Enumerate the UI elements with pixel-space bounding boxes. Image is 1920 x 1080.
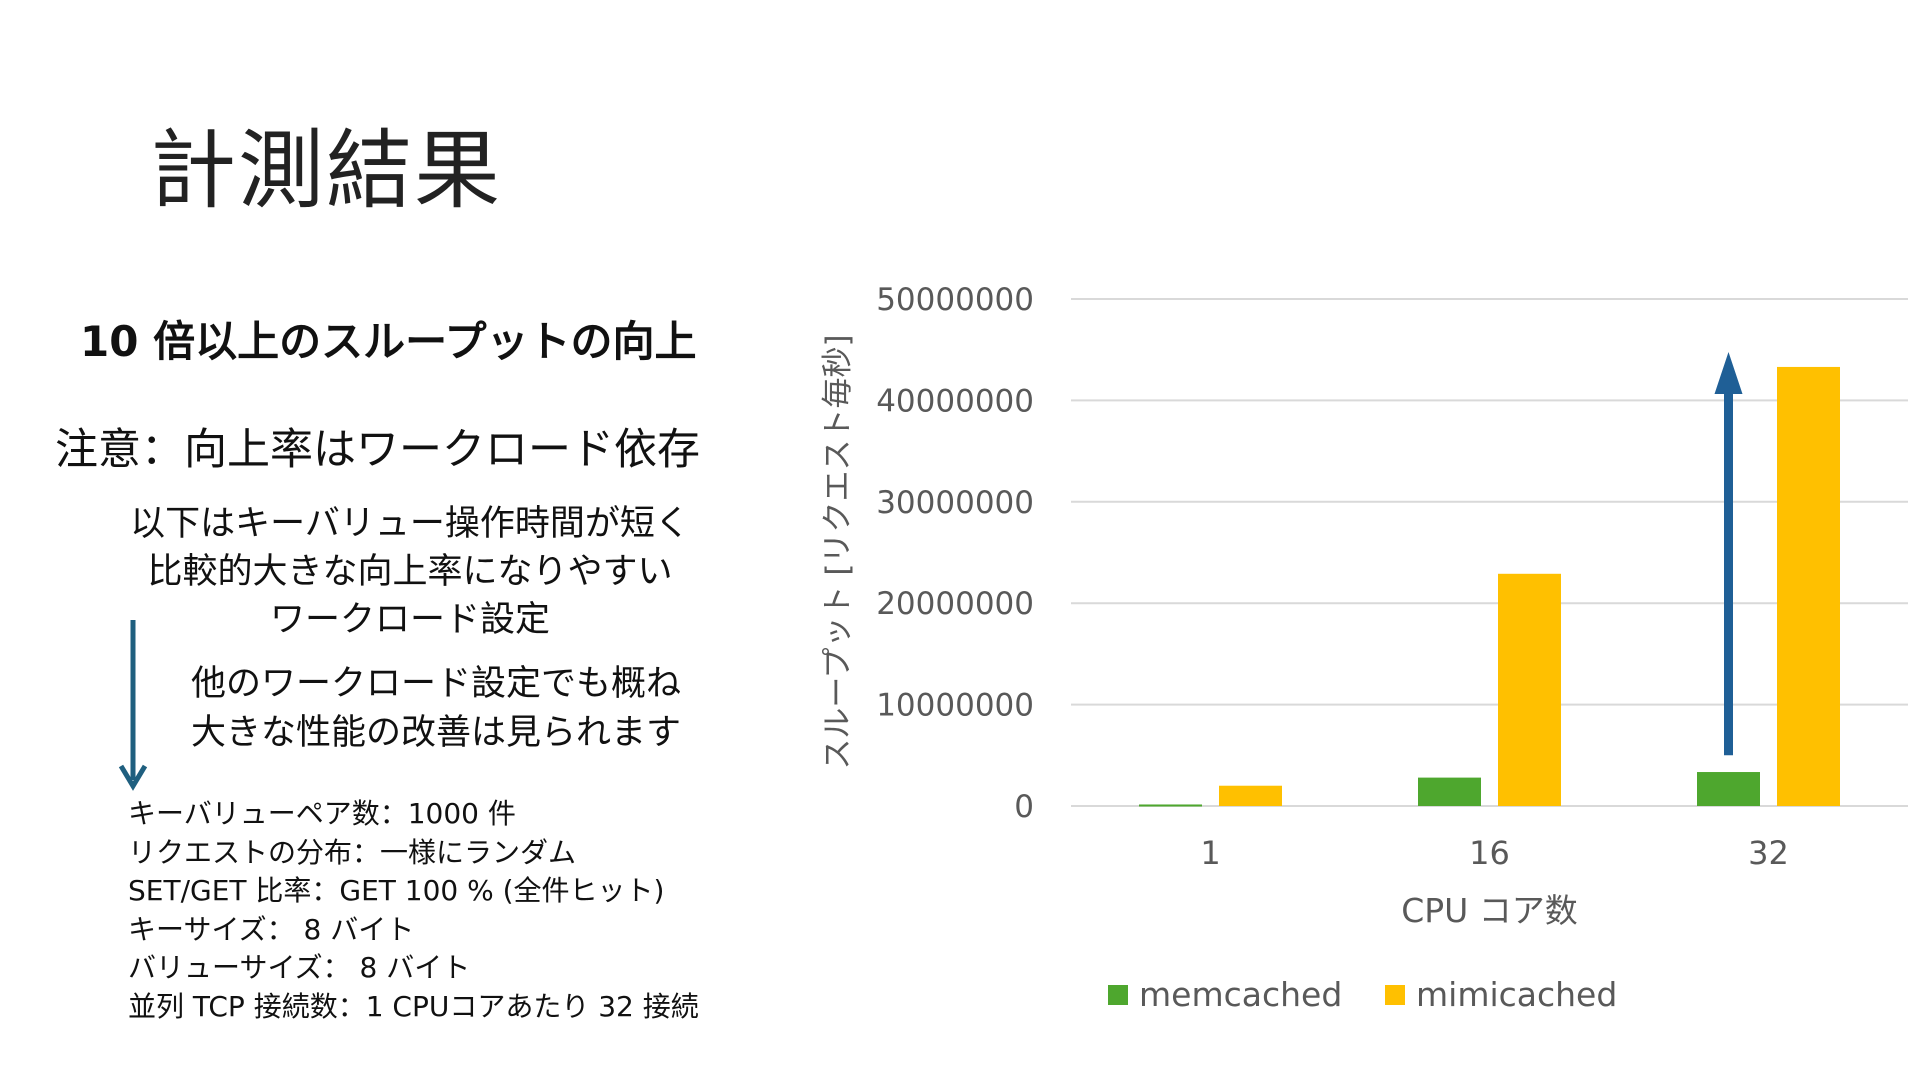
other-line: 他のワークロード設定でも概ね: [191, 664, 682, 704]
workload-description: 以下はキーバリュー操作時間が短く 比較的大きな向上率になりやすい ワークロード設…: [60, 500, 760, 644]
bar-mimicached: [1498, 573, 1561, 806]
setting-item: バリューサイズ： 8 バイト: [128, 951, 471, 984]
caution-note: 注意：向上率はワークロード依存: [55, 425, 700, 475]
legend-label: mimicached: [1416, 975, 1617, 1014]
setting-item: キーバリューペア数：1000 件: [128, 797, 516, 830]
y-tick-label: 50000000: [876, 282, 1034, 318]
setting-item: リクエストの分布：一様にランダム: [128, 835, 577, 869]
legend-label: memcached: [1139, 975, 1342, 1014]
bar-mimicached: [1219, 785, 1282, 806]
bar-memcached: [1418, 777, 1481, 806]
y-axis-title: スループット [リクエスト毎秒]: [820, 334, 856, 769]
other-workloads-note: 他のワークロード設定でも概ね 大きな性能の改善は見られます: [191, 660, 681, 758]
y-tick-label: 30000000: [876, 485, 1034, 521]
setting-item: キーサイズ： 8 バイト: [128, 912, 415, 946]
down-arrow-icon: [118, 620, 148, 791]
other-line: 大きな性能の改善は見られます: [191, 713, 682, 753]
description-line: ワークロード設定: [269, 600, 550, 640]
y-tick-label: 40000000: [876, 383, 1034, 419]
x-tick-label: 16: [1469, 834, 1510, 872]
slide-title: 計測結果: [150, 121, 502, 221]
x-tick-label: 32: [1748, 834, 1789, 872]
bar-mimicached: [1777, 366, 1840, 806]
improvement-arrow-head-icon: [1714, 351, 1743, 394]
description-line: 比較的大きな向上率になりやすい: [147, 552, 673, 592]
description-line: 以下はキーバリュー操作時間が短く: [130, 504, 690, 544]
bar-memcached: [1697, 772, 1760, 806]
workload-settings-list: キーバリューペア数：1000 件 リクエストの分布：一様にランダム SET/GE…: [128, 795, 699, 1026]
y-tick-label: 10000000: [876, 688, 1034, 724]
x-tick-label: 1: [1200, 834, 1220, 872]
setting-item: SET/GET 比率：GET 100 % (全件ヒット): [128, 874, 665, 907]
headline: 10 倍以上のスループットの向上: [80, 317, 697, 366]
y-tick-label: 0: [1014, 789, 1034, 825]
bar-memcached: [1139, 804, 1202, 807]
setting-item: 並列 TCP 接続数：1 CPUコアあたり 32 接続: [128, 989, 699, 1023]
legend-swatch-memcached: [1108, 985, 1128, 1005]
y-tick-label: 20000000: [876, 586, 1034, 622]
x-axis-title: CPU コア数: [1401, 891, 1578, 930]
legend-swatch-mimicached: [1385, 985, 1405, 1005]
